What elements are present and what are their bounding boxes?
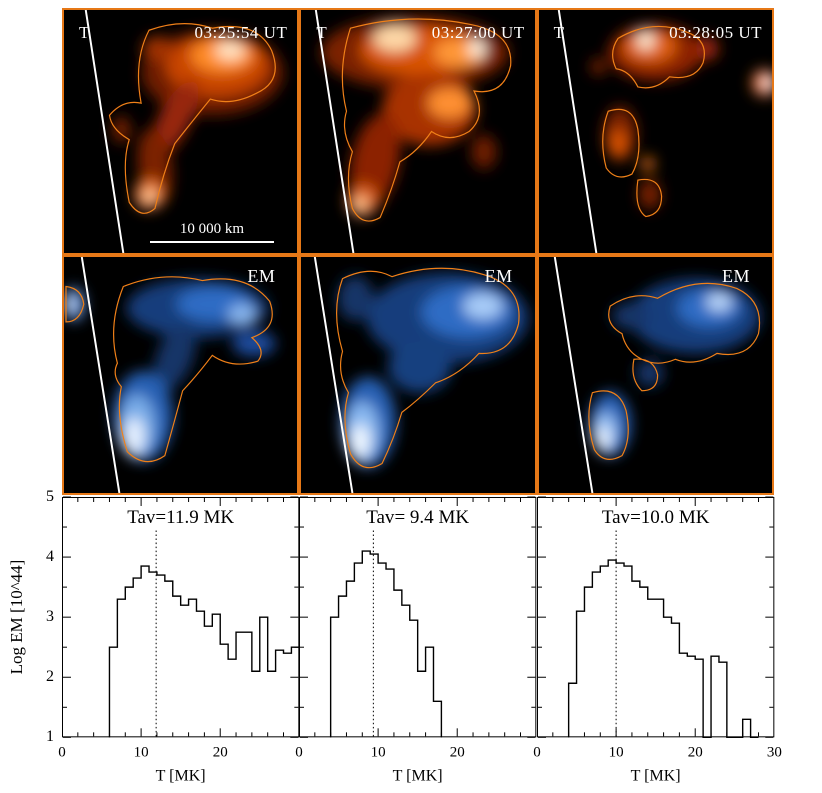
em-map-panel-3: EM <box>536 255 774 495</box>
intensity-contour <box>336 267 520 469</box>
em-histogram-2: Tav= 9.4 MK 0 10 20 T [MK] <box>296 496 537 784</box>
em-histogram-cell-3: Tav=10.0 MK 0 10 20 30 T [MK] <box>533 496 781 793</box>
svg-text:0: 0 <box>533 744 541 760</box>
svg-text:20: 20 <box>450 744 465 760</box>
svg-text:T [MK]: T [MK] <box>156 767 206 784</box>
em-histogram-cell-1: Tav=11.9 MK 0 10 20 T [MK] <box>58 496 301 793</box>
svg-text:T [MK]: T [MK] <box>630 767 680 784</box>
intensity-contour <box>587 282 760 461</box>
svg-text:10: 10 <box>608 744 623 760</box>
y-tick-label: 1 <box>46 728 54 745</box>
temperature-map-panel-2: T 03:27:00 UT <box>299 8 537 255</box>
y-axis-title: Log EM [10^44] <box>7 559 26 675</box>
em-map-panel-2: EM <box>299 255 537 495</box>
temperature-map-art-3 <box>557 10 772 253</box>
emission-measure-map-row: EM EM <box>62 255 774 495</box>
intensity-contour <box>65 276 273 463</box>
temperature-map-panel-3: T 03:28:05 UT <box>536 8 774 255</box>
svg-text:T [MK]: T [MK] <box>393 767 443 784</box>
svg-text:30: 30 <box>766 744 781 760</box>
scale-bar: 10 000 km <box>150 221 274 243</box>
panel-label-t: T <box>79 23 90 42</box>
svg-text:Tav= 9.4 MK: Tav= 9.4 MK <box>367 507 470 528</box>
svg-text:20: 20 <box>687 744 702 760</box>
em-map-art-1 <box>64 257 276 493</box>
temperature-map-panel-1: T 03:25:54 UT 10 000 km <box>62 8 300 255</box>
scale-bar-line <box>150 241 274 243</box>
svg-text:0: 0 <box>296 744 304 760</box>
svg-text:20: 20 <box>213 744 228 760</box>
timestamp-label: 03:28:05 UT <box>669 23 762 42</box>
y-tick-label: 3 <box>46 608 54 625</box>
solar-limb-line <box>557 10 597 253</box>
svg-text:0: 0 <box>58 744 66 760</box>
panel-label-t: T <box>553 23 565 42</box>
solar-limb-line <box>80 257 121 493</box>
em-map-art-2 <box>314 257 529 493</box>
timestamp-label: 03:25:54 UT <box>194 23 288 42</box>
panel-label-em: EM <box>247 266 276 286</box>
svg-text:10: 10 <box>134 744 149 760</box>
temperature-map-art-2 <box>315 10 512 253</box>
em-histogram-1: Tav=11.9 MK 0 10 20 T [MK] <box>58 496 301 784</box>
svg-text:Tav=10.0 MK: Tav=10.0 MK <box>601 507 709 528</box>
panel-label-em: EM <box>721 266 750 286</box>
svg-text:10: 10 <box>371 744 386 760</box>
intensity-contour <box>108 23 276 214</box>
timestamp-label: 03:27:00 UT <box>431 23 525 42</box>
histogram-row: Tav=11.9 MK 0 10 20 T [MK] Tav= 9.4 MK 0 10 20 T… <box>58 496 781 793</box>
solar-limb-line <box>315 10 355 253</box>
svg-text:Tav=11.9 MK: Tav=11.9 MK <box>127 507 234 528</box>
solar-limb-line <box>314 257 354 493</box>
temperature-map-art-1 <box>84 10 284 253</box>
y-tick-label: 2 <box>46 668 54 685</box>
solar-limb-line <box>553 257 594 493</box>
temperature-map-row: T 03:25:54 UT 10 000 km <box>62 8 774 255</box>
intensity-contour <box>601 25 705 218</box>
em-map-panel-1: EM <box>62 255 300 495</box>
intensity-contour <box>342 18 512 222</box>
em-histogram-cell-2: Tav= 9.4 MK 0 10 20 T [MK] <box>296 496 537 793</box>
solar-limb-line <box>84 10 125 253</box>
y-tick-label: 4 <box>46 548 54 565</box>
panel-label-em: EM <box>484 266 513 286</box>
em-histogram-3: Tav=10.0 MK 0 10 20 30 T [MK] <box>533 496 781 784</box>
scale-bar-label: 10 000 km <box>179 221 245 237</box>
y-tick-label: 5 <box>46 488 54 505</box>
panel-label-t: T <box>316 23 328 42</box>
em-map-art-3 <box>553 257 761 493</box>
